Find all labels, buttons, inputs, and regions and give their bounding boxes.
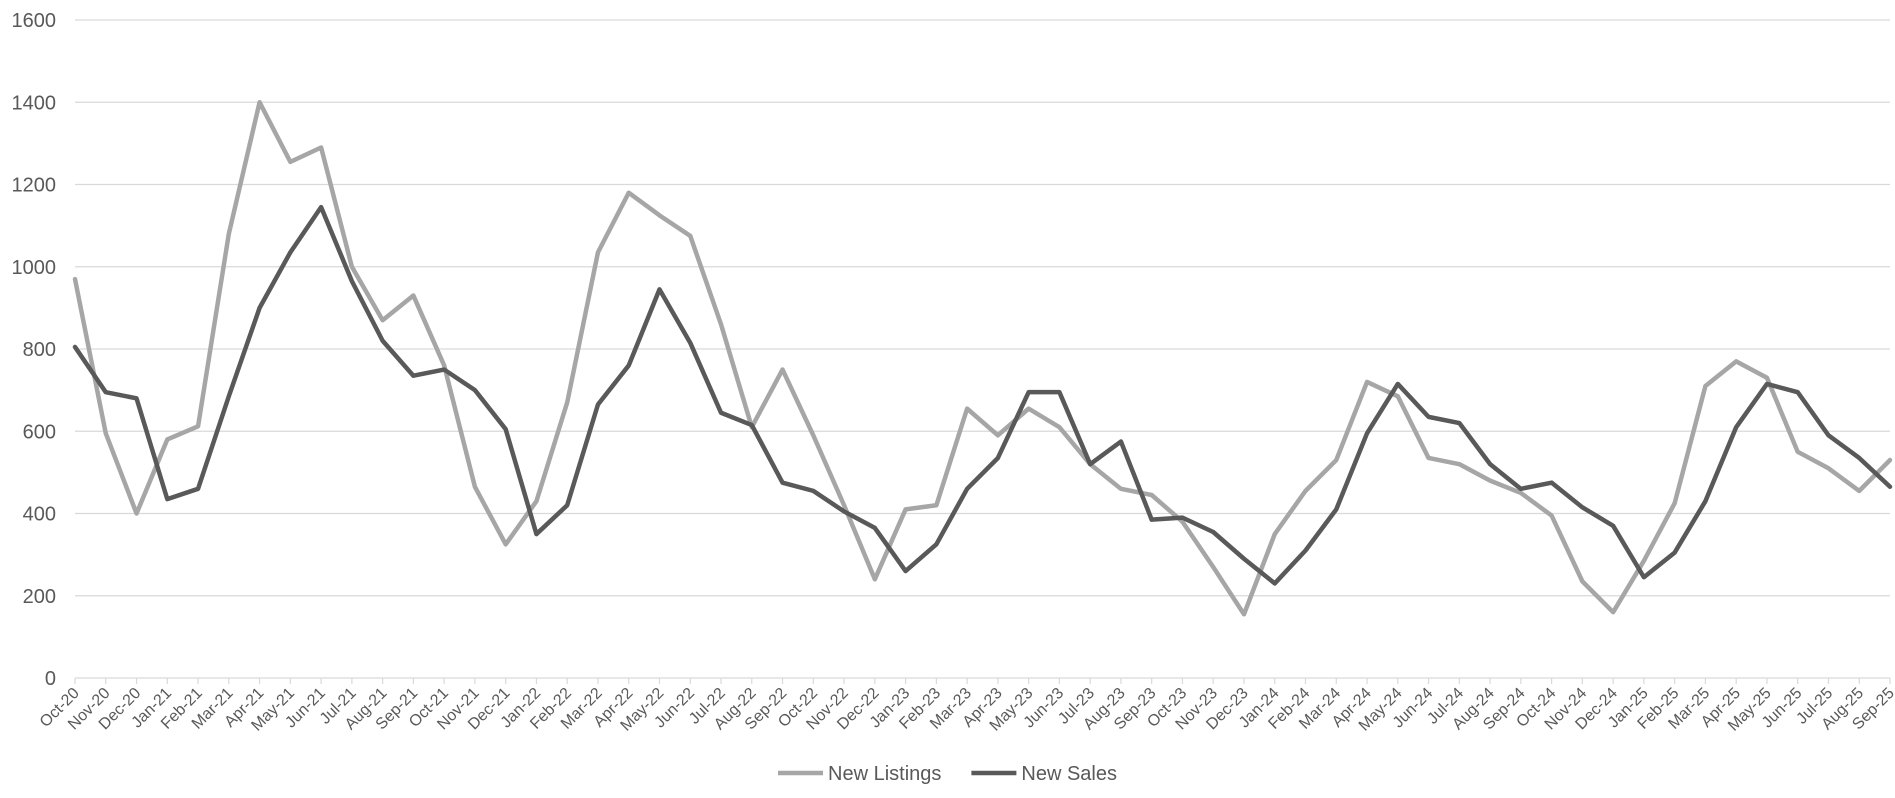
x-axis-tick-labels: Oct-20Nov-20Dec-20Jan-21Feb-21Mar-21Apr-… [37,685,1895,735]
legend-label: New Listings [828,763,941,785]
y-tick-label: 1400 [12,92,57,114]
series-new-sales [72,204,1893,586]
y-tick-label: 1200 [12,175,57,197]
y-tick-label: 1000 [12,257,57,279]
y-tick-label: 0 [45,668,56,690]
series-lines [72,100,1893,617]
legend-item: New Listings [778,763,941,785]
x-axis-ticks [74,678,1891,684]
y-tick-label: 400 [23,504,56,526]
legend-label: New Sales [1021,763,1117,785]
y-tick-label: 600 [23,421,56,443]
legend-item: New Sales [971,763,1117,785]
gridlines [75,19,1890,679]
y-tick-label: 800 [23,339,56,361]
series-line-new-sales [72,204,1893,586]
y-axis-tick-labels: 0 200 400 600 800 1000 1200 1400 1600 [12,10,57,690]
legend: New Listings New Sales [778,763,1117,785]
series-line-new-listings [72,100,1893,617]
y-tick-label: 200 [23,586,56,608]
y-tick-label: 1600 [12,10,57,32]
series-new-listings [72,100,1893,617]
